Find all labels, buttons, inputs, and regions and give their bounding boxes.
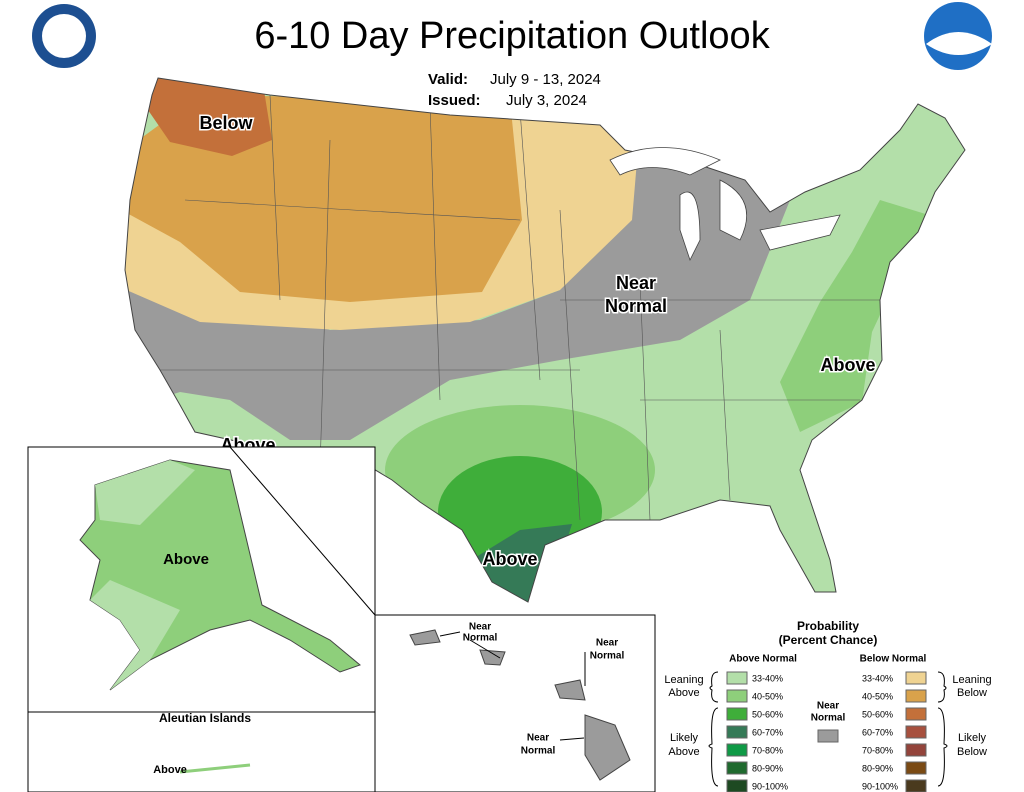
legend-range: 60-70% (862, 727, 893, 737)
legend-range: 90-100% (862, 781, 898, 791)
issued-date: July 3, 2024 (506, 92, 587, 109)
legend-near: Normal (811, 713, 846, 724)
hawaii-label: Near (469, 622, 491, 633)
hawaii-leaders (439, 631, 586, 741)
conus (125, 78, 965, 602)
legend-range: 70-80% (752, 745, 783, 755)
great-lakes (609, 147, 841, 262)
title: 6-10 Day Precipitation Outlook (254, 15, 770, 57)
legend-group: Likely (670, 732, 699, 744)
legend-group: Leaning (664, 674, 703, 686)
legend-swatch (905, 725, 927, 739)
legend-range: 50-60% (862, 709, 893, 719)
legend-range: 33-40% (862, 673, 893, 683)
legend-swatch (726, 725, 748, 739)
legend-header: Below Normal (860, 654, 927, 665)
state-lines (160, 94, 880, 521)
legend-title: (Percent Chance) (779, 633, 878, 647)
legend-swatch (726, 671, 748, 685)
legend-swatch (726, 743, 748, 757)
legend-group: Leaning (952, 674, 991, 686)
legend-swatch (905, 689, 927, 703)
label-below: Below (199, 113, 253, 133)
legend-group: Above (668, 746, 699, 758)
legend-group: Likely (958, 732, 987, 744)
label-near-normal: Normal (605, 296, 667, 316)
legend-range: 80-90% (752, 763, 783, 773)
legend-range: 90-100% (752, 781, 788, 791)
valid-label: Valid: (428, 71, 468, 88)
legend-group: Below (957, 746, 987, 758)
legend-header: Above Normal (729, 654, 797, 665)
label-above: Above (482, 549, 537, 569)
aleutian-chain (179, 763, 251, 774)
legend-group: Above (668, 687, 699, 699)
aleutian-inset (27, 711, 376, 792)
commerce-seal-inner (42, 14, 86, 58)
legend-title: Probability (797, 619, 859, 633)
legend: Probability (Percent Chance) Above Norma… (664, 619, 992, 792)
legend-range: 33-40% (752, 673, 783, 683)
hawaii-label: Normal (463, 633, 498, 644)
legend-swatch (905, 707, 927, 721)
legend-range: 60-70% (752, 727, 783, 737)
legend-swatch (905, 671, 927, 685)
legend-swatch (726, 707, 748, 721)
legend-near: Near (817, 701, 839, 712)
legend-swatch (905, 743, 927, 757)
issued-label: Issued: (428, 92, 481, 109)
label-near-normal: Near (616, 273, 656, 293)
legend-swatch (905, 761, 927, 775)
legend-range: 40-50% (752, 691, 783, 701)
hawaii-label: Near (527, 733, 549, 744)
label-above: Above (820, 355, 875, 375)
legend-braces (708, 671, 948, 787)
hawaii-islands (409, 629, 631, 781)
conus-outline (124, 77, 966, 603)
alaska-leaning (90, 460, 195, 690)
legend-range: 50-60% (752, 709, 783, 719)
legend-swatch (726, 779, 748, 792)
legend-swatch (726, 689, 748, 703)
legend-swatch (726, 761, 748, 775)
hawaii-label: Near (596, 638, 618, 649)
hawaii-label: Normal (521, 746, 556, 757)
legend-swatch (817, 729, 839, 743)
aleutian-title: Aleutian Islands (159, 711, 251, 725)
legend-range: 70-80% (862, 745, 893, 755)
label-aleutian: Above (153, 764, 187, 776)
hawaii-label: Normal (590, 651, 625, 662)
legend-swatch (905, 779, 927, 792)
label-alaska: Above (163, 551, 209, 568)
legend-range: 40-50% (862, 691, 893, 701)
legend-group: Below (957, 687, 987, 699)
valid-dates: July 9 - 13, 2024 (490, 71, 601, 88)
noaa-logo-wave (926, 32, 992, 55)
legend-range: 80-90% (862, 763, 893, 773)
inset-line (229, 446, 376, 616)
